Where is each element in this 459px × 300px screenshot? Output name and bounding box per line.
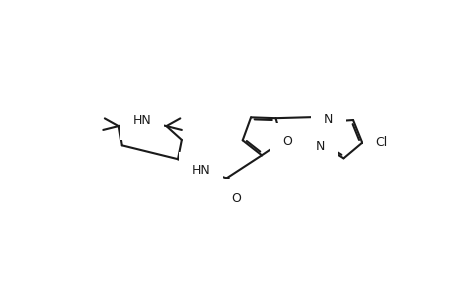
Text: N: N bbox=[323, 113, 333, 126]
Text: Cl: Cl bbox=[375, 136, 387, 149]
Text: O: O bbox=[230, 192, 240, 205]
Text: O: O bbox=[282, 135, 292, 148]
Text: HN: HN bbox=[132, 114, 151, 127]
Text: N: N bbox=[315, 140, 325, 154]
Text: HN: HN bbox=[191, 164, 210, 177]
